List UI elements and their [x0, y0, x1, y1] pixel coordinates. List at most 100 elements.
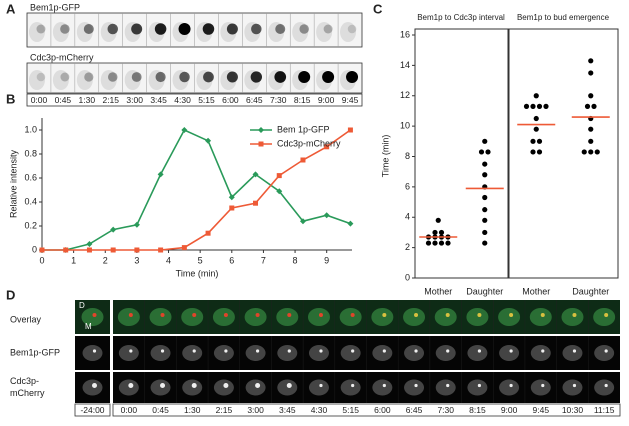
cell [530, 379, 551, 396]
cell [339, 308, 362, 326]
cell [118, 345, 139, 361]
x-tick-label: 1 [71, 255, 76, 265]
marker [258, 141, 264, 147]
cell [244, 308, 267, 326]
marker [39, 247, 45, 253]
time-label: 6:45 [406, 405, 423, 415]
signal [83, 24, 94, 34]
y-tick-label: 1.0 [24, 124, 37, 134]
marker [347, 127, 353, 133]
signal [154, 23, 167, 35]
marker [347, 220, 354, 227]
signal [60, 24, 70, 34]
signal [299, 24, 309, 34]
signal [179, 71, 190, 83]
spot [477, 349, 482, 353]
spot [192, 349, 196, 353]
signal [84, 72, 94, 82]
spot [509, 383, 513, 388]
marker [158, 247, 164, 253]
spot [319, 383, 323, 388]
time-label: 5:15 [198, 95, 215, 105]
time-label: 1:30 [79, 95, 96, 105]
signal [346, 71, 359, 83]
cell [182, 379, 203, 396]
time-label: 7:30 [437, 405, 454, 415]
dot [482, 172, 488, 178]
time-label: 0:00 [121, 405, 138, 415]
spot [382, 383, 386, 388]
dot [445, 240, 451, 246]
spot [160, 349, 165, 353]
marker [86, 247, 92, 253]
panel-label: A [6, 1, 16, 16]
dot [482, 229, 488, 236]
row-label: Cdc3p-mCherry [30, 52, 94, 62]
row-label: Bem1p-GFP [10, 347, 60, 357]
spot [286, 383, 292, 388]
cell [404, 379, 425, 396]
cell [466, 308, 489, 326]
cell [150, 345, 171, 361]
signal [226, 23, 238, 35]
spot [129, 349, 133, 353]
cell-mark: M [85, 322, 92, 331]
cell [117, 308, 140, 326]
cell [245, 379, 266, 396]
signal [178, 23, 191, 35]
spot [318, 313, 323, 317]
marker [157, 171, 164, 178]
spot [604, 313, 609, 317]
dot [584, 103, 591, 109]
dot [482, 138, 488, 144]
cell [308, 345, 329, 361]
signal [60, 72, 70, 82]
x-tick-label: 8 [293, 255, 298, 265]
cell-mark: D [79, 301, 85, 310]
spot [509, 349, 513, 353]
marker [181, 245, 187, 251]
cell [76, 70, 93, 90]
marker [205, 137, 212, 144]
x-tick-label: Daughter [466, 286, 503, 296]
spot [477, 383, 482, 388]
x-tick-label: 6 [229, 255, 234, 265]
spot [572, 383, 577, 388]
time-label: 8:15 [469, 405, 486, 415]
dot [425, 240, 432, 246]
y-tick-label: 0.8 [24, 148, 37, 158]
spot [414, 313, 419, 317]
cell [149, 308, 172, 326]
series-line [42, 128, 351, 251]
dot [530, 103, 536, 109]
signal [275, 24, 286, 34]
dot [536, 138, 543, 144]
x-tick-label: 0 [39, 255, 44, 265]
x-tick-label: 7 [261, 255, 266, 265]
panel-label: D [6, 287, 15, 302]
dot [478, 149, 485, 155]
x-tick-label: Mother [424, 286, 452, 296]
time-row [74, 403, 111, 417]
marker [181, 127, 188, 133]
dot [485, 149, 491, 155]
time-label: 0:00 [31, 95, 48, 105]
legend-label: Bem 1p-GFP [277, 124, 330, 134]
cell [593, 308, 616, 326]
cell [277, 379, 298, 396]
signal [323, 24, 333, 34]
marker [276, 173, 282, 179]
time-label: 9:45 [533, 405, 550, 415]
marker [63, 247, 69, 253]
y-tick-label: 2 [405, 242, 410, 252]
spot [319, 349, 323, 353]
cell [594, 379, 615, 396]
cell [245, 345, 266, 361]
spot [92, 383, 97, 388]
time-label: 9:45 [342, 95, 359, 105]
spot [477, 313, 482, 317]
cell [28, 22, 45, 42]
dot [588, 93, 594, 99]
dot [438, 229, 445, 236]
signal [203, 71, 214, 83]
